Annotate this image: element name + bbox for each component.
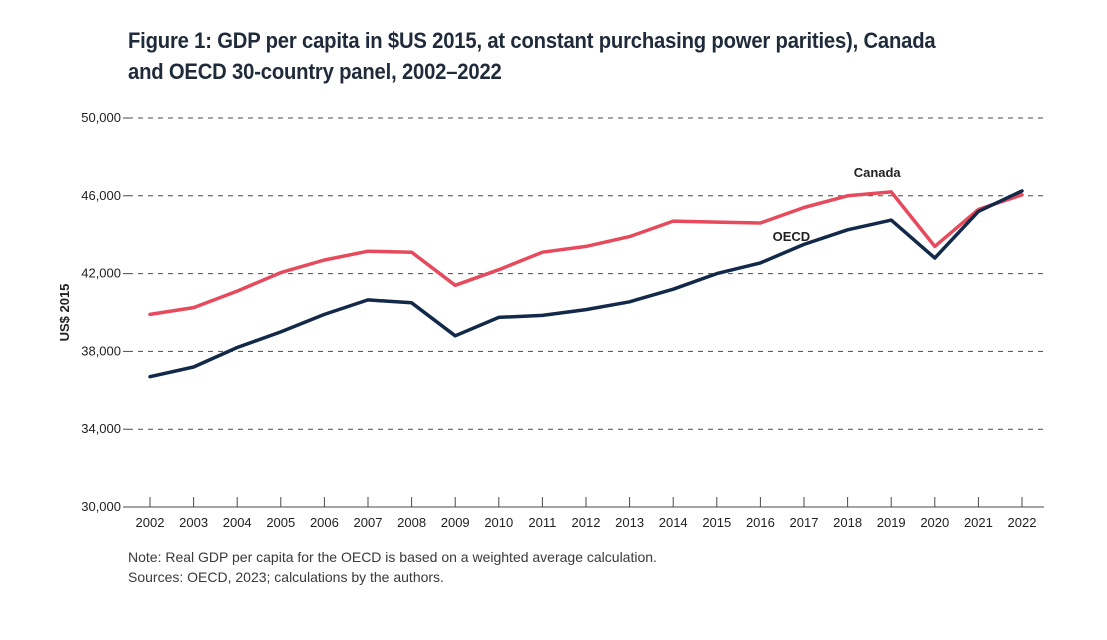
sources-text: Sources: OECD, 2023; calculations by the… bbox=[128, 569, 444, 585]
x-tick-label-19: 2021 bbox=[964, 515, 993, 530]
x-tick-label-11: 2013 bbox=[615, 515, 644, 530]
chart-svg: 30,000 34,000 38,000 42,000 46,000 50,000 2002… bbox=[57, 110, 1044, 530]
x-tick-label-5: 2007 bbox=[354, 515, 383, 530]
chart-note: Note: Real GDP per capita for the OECD i… bbox=[128, 547, 657, 587]
x-tick-label-14: 2016 bbox=[746, 515, 775, 530]
y-tick-label-1: 34,000 bbox=[81, 421, 121, 436]
grid-layer bbox=[128, 117, 1044, 430]
x-tick-label-15: 2017 bbox=[790, 515, 819, 530]
x-tick-label-18: 2020 bbox=[920, 515, 949, 530]
series-layer bbox=[148, 189, 1024, 379]
x-tick-label-4: 2006 bbox=[310, 515, 339, 530]
x-tick-label-9: 2011 bbox=[528, 515, 556, 530]
x-tick-label-13: 2015 bbox=[702, 515, 731, 530]
y-tick-label-4: 46,000 bbox=[81, 188, 121, 203]
y-tick-label-0: 30,000 bbox=[81, 499, 121, 514]
note-text: Note: Real GDP per capita for the OECD i… bbox=[128, 549, 657, 565]
y-tick-label-5: 50,000 bbox=[81, 110, 121, 125]
chart-title: Figure 1: GDP per capita in $US 2015, at… bbox=[128, 28, 936, 84]
x-tick-label-16: 2018 bbox=[833, 515, 862, 530]
x-tick-label-2: 2004 bbox=[223, 515, 252, 530]
x-tick-label-0: 2002 bbox=[136, 515, 165, 530]
series-label-oecd: OECD bbox=[773, 229, 811, 244]
x-tick-label-3: 2005 bbox=[266, 515, 295, 530]
axis-layer: 30,000 34,000 38,000 42,000 46,000 50,000 2002… bbox=[57, 110, 1044, 530]
x-tick-label-1: 2003 bbox=[179, 515, 208, 530]
x-tick-label-20: 2022 bbox=[1008, 515, 1037, 530]
y-tick-label-3: 42,000 bbox=[81, 266, 121, 281]
x-tick-label-7: 2009 bbox=[441, 515, 470, 530]
series-label-canada: Canada bbox=[854, 165, 902, 180]
x-tick-label-17: 2019 bbox=[877, 515, 906, 530]
x-tick-label-10: 2012 bbox=[572, 515, 601, 530]
x-tick-label-12: 2014 bbox=[659, 515, 688, 530]
label-layer: Canada OECD bbox=[773, 165, 902, 244]
series-line-canada bbox=[148, 190, 1024, 317]
y-tick-label-2: 38,000 bbox=[81, 343, 121, 358]
x-tick-label-8: 2010 bbox=[484, 515, 513, 530]
series-line-oecd bbox=[148, 189, 1024, 379]
y-axis-title: US$ 2015 bbox=[57, 284, 72, 342]
x-tick-label-6: 2008 bbox=[397, 515, 426, 530]
